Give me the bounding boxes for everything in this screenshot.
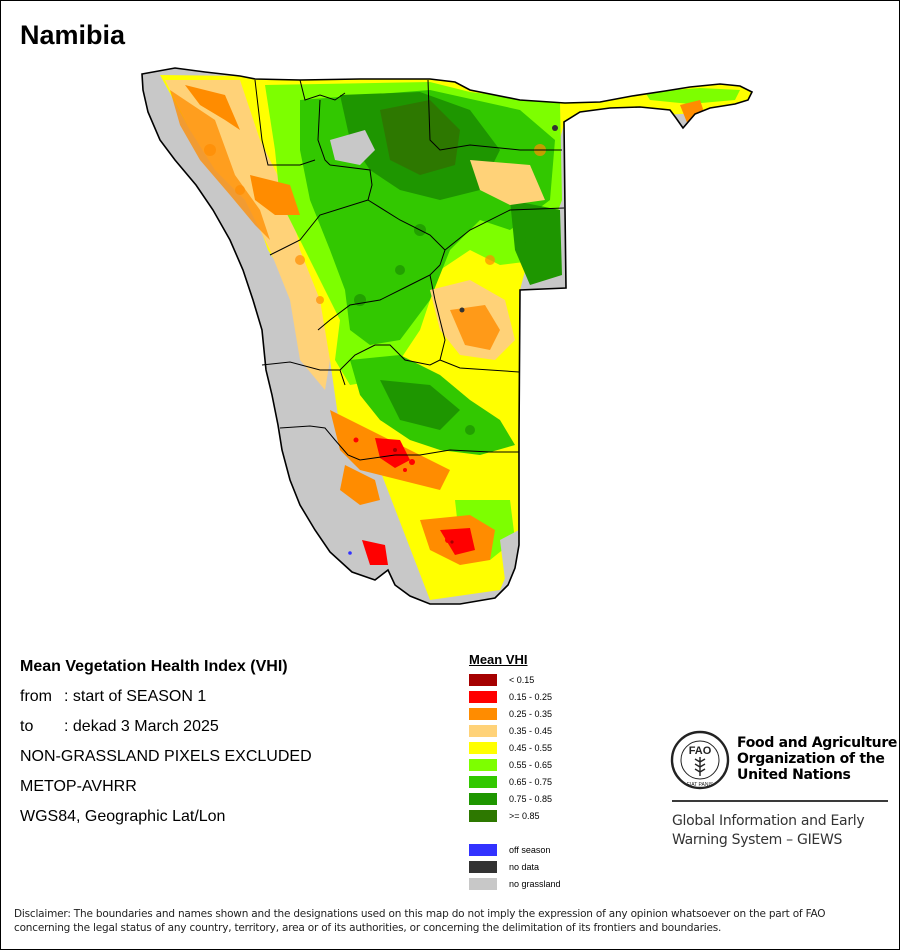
legend-label: 0.25 - 0.35 (509, 708, 553, 719)
legend-swatch (469, 724, 497, 737)
region-borders (254, 79, 565, 461)
exclusion-note: NON-GRASSLAND PIXELS EXCLUDED (20, 748, 312, 765)
legend-swatch (469, 758, 497, 771)
legend-label: no data (509, 861, 540, 872)
vhi-raster (142, 68, 752, 604)
map-legend: Mean VHI < 0.15 0.15 - 0.25 0.25 - 0.35 … (469, 652, 669, 892)
legend-swatch (469, 877, 497, 890)
legend-label: >= 0.85 (509, 810, 540, 821)
legend-swatch (469, 707, 497, 720)
country-outline (141, 67, 754, 605)
to-value: : dekad 3 March 2025 (64, 718, 219, 735)
legend-label: 0.45 - 0.55 (509, 742, 553, 753)
legend-label: no grassland (509, 878, 561, 889)
disclaimer-line: Disclaimer: The boundaries and names sho… (14, 908, 826, 920)
disclaimer: Disclaimer: The boundaries and names sho… (14, 907, 889, 935)
giews-line: Warning System – GIEWS (672, 832, 843, 848)
to-line: to : dekad 3 March 2025 (20, 717, 440, 747)
legend-item: 0.45 - 0.55 (469, 739, 669, 756)
legend-label: 0.35 - 0.45 (509, 725, 553, 736)
giews-name: Global Information and Early Warning Sys… (672, 812, 865, 850)
legend-item: off season (469, 841, 669, 858)
legend-item: 0.65 - 0.75 (469, 773, 669, 790)
legend-item: 0.55 - 0.65 (469, 756, 669, 773)
from-label: from (20, 688, 52, 705)
legend-swatch (469, 741, 497, 754)
legend-swatch (469, 792, 497, 805)
legend-item: 0.25 - 0.35 (469, 705, 669, 722)
legend-swatch (469, 809, 497, 822)
map-info-panel: Mean Vegetation Health Index (VHI) from:… (20, 657, 440, 837)
vhi-map (130, 60, 770, 620)
fao-name-line: Food and Agriculture (737, 735, 898, 751)
fao-logo-block: FAO FIAT PANIS Food and Agriculture Orga… (670, 730, 897, 860)
map-title: Namibia (20, 20, 126, 50)
legend-item: 0.75 - 0.85 (469, 790, 669, 807)
fao-motto: FIAT PANIS (687, 782, 714, 788)
fao-divider (672, 800, 888, 802)
legend-swatch (469, 775, 497, 788)
from-value: : start of SEASON 1 (64, 688, 207, 705)
legend-label: 0.15 - 0.25 (509, 691, 553, 702)
disclaimer-line: concerning the legal status of any count… (14, 922, 722, 934)
fao-name-line: Organization of the (737, 751, 885, 767)
from-line: from : start of SEASON 1 (20, 687, 440, 717)
legend-swatch (469, 690, 497, 703)
sensor-label: METOP-AVHRR (20, 778, 137, 795)
legend-item: < 0.15 (469, 671, 669, 688)
legend-label: off season (509, 844, 551, 855)
fao-name: Food and Agriculture Organization of the… (737, 735, 897, 783)
legend-item: >= 0.85 (469, 807, 669, 824)
legend-item: 0.35 - 0.45 (469, 722, 669, 739)
legend-label: 0.65 - 0.75 (509, 776, 553, 787)
fao-name-line: United Nations (737, 767, 851, 783)
legend-item: no grassland (469, 875, 669, 892)
legend-item: 0.15 - 0.25 (469, 688, 669, 705)
legend-swatch (469, 673, 497, 686)
legend-label: 0.75 - 0.85 (509, 793, 553, 804)
fao-emblem-icon: FAO FIAT PANIS (670, 730, 730, 790)
legend-label: < 0.15 (509, 674, 535, 685)
legend-swatch (469, 860, 497, 873)
product-title: Mean Vegetation Health Index (VHI) (20, 658, 288, 675)
to-label: to (20, 718, 34, 735)
giews-line: Global Information and Early (672, 813, 865, 829)
fao-emblem-letters: FAO (689, 745, 712, 757)
legend-title: Mean VHI (469, 652, 528, 667)
projection-label: WGS84, Geographic Lat/Lon (20, 808, 226, 825)
legend-item: no data (469, 858, 669, 875)
legend-swatch (469, 843, 497, 856)
legend-label: 0.55 - 0.65 (509, 759, 553, 770)
